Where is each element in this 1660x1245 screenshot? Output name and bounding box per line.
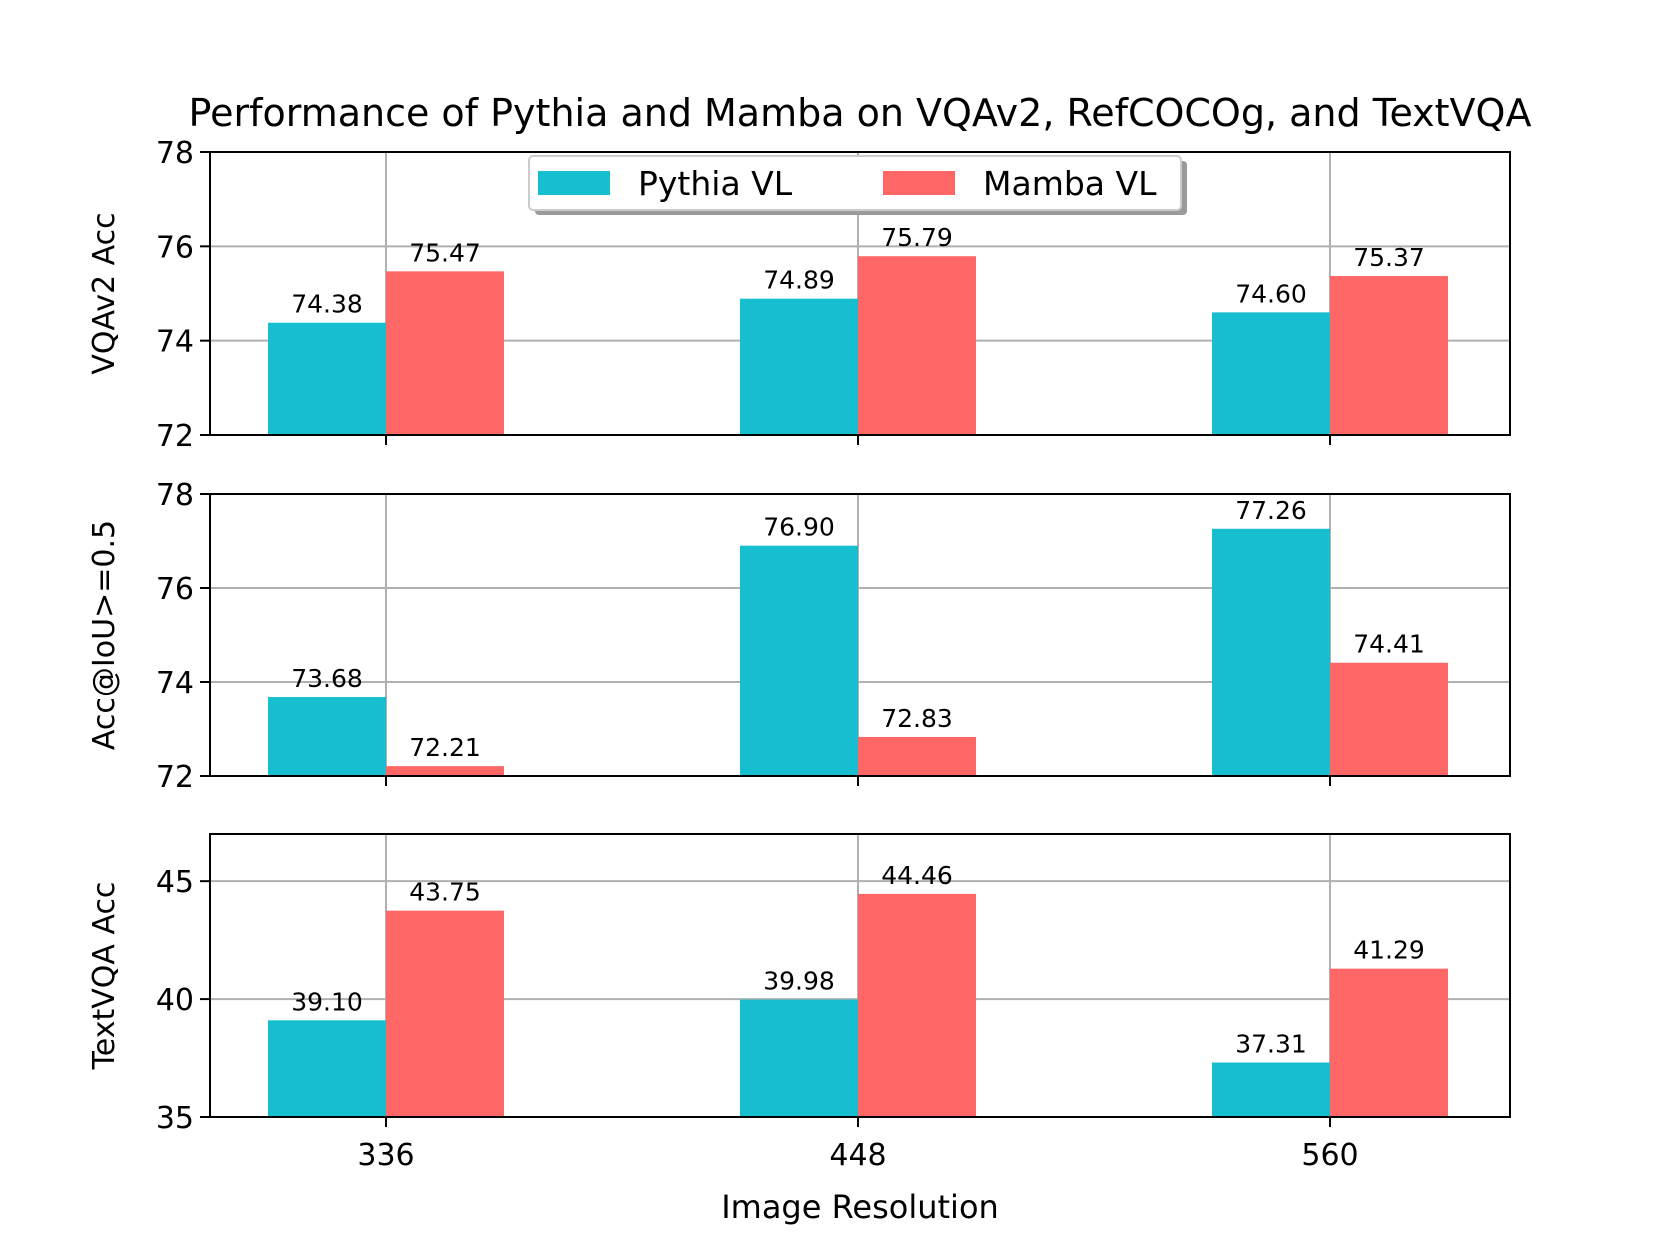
x-tick-label-448: 448: [829, 1138, 886, 1173]
data-label: 44.46: [881, 861, 953, 890]
data-label: 72.83: [881, 704, 953, 733]
data-label: 73.68: [291, 664, 363, 693]
bar-pythia-vl-560: [1212, 1062, 1330, 1117]
legend-item-pythia-vl[interactable]: Pythia VL: [538, 164, 793, 203]
data-label: 75.79: [881, 223, 953, 252]
axes-frame: [209, 151, 1511, 436]
legend-box: [528, 155, 1182, 211]
legend-label-mamba-vl: Mamba VL: [983, 164, 1157, 203]
y-axis-label: Acc@IoU>=0.5: [87, 520, 122, 750]
data-label: 74.89: [763, 266, 835, 295]
bar-mamba-vl-560: [1330, 968, 1448, 1117]
bar-mamba-vl-336: [386, 910, 504, 1117]
data-label: 75.47: [409, 238, 481, 267]
bar-mamba-vl-560: [1330, 276, 1448, 435]
bar-pythia-vl-336: [268, 322, 386, 435]
data-label: 74.38: [291, 290, 363, 319]
x-tick-label-560: 560: [1301, 1138, 1358, 1173]
subplot-2: 72 74 76 78 73.68 76.90 77.26 72.21 72.83 74.41 Ac…: [87, 478, 1511, 795]
y-tick-label-35: 35: [156, 1101, 194, 1136]
legend-swatch-pythia-vl: [538, 171, 610, 195]
bar-pythia-vl-560: [1212, 312, 1330, 435]
subplots: 72 74 76 78 74.38 74.89 74.60 75.47 75.79 75.37 VQ…: [87, 136, 1511, 1173]
legend-label-pythia-vl: Pythia VL: [638, 164, 793, 203]
chart-title: Performance of Pythia and Mamba on VQAv2…: [189, 91, 1532, 135]
y-tick-label-45: 45: [156, 865, 194, 900]
bar-mamba-vl-336: [386, 766, 504, 776]
y-tick-label-78: 78: [156, 478, 194, 513]
legend-swatch-mamba-vl: [883, 171, 955, 195]
data-label: 74.41: [1353, 630, 1425, 659]
bar-mamba-vl-448: [858, 736, 976, 776]
legend[interactable]: Pythia VL Mamba VL: [528, 155, 1187, 215]
bar-pythia-vl-448: [740, 999, 858, 1117]
bar-mamba-vl-448: [858, 893, 976, 1117]
y-tick-label-40: 40: [156, 983, 194, 1018]
bar-pythia-vl-560: [1212, 528, 1330, 776]
x-axis-label: Image Resolution: [721, 1188, 999, 1226]
data-label: 77.26: [1235, 496, 1307, 525]
y-tick-label-74: 74: [156, 325, 194, 360]
bar-pythia-vl-448: [740, 545, 858, 776]
data-label: 75.37: [1353, 243, 1425, 272]
bar-pythia-vl-336: [268, 697, 386, 776]
y-tick-label-78: 78: [156, 136, 194, 171]
x-tick-label-336: 336: [357, 1138, 414, 1173]
bar-pythia-vl-448: [740, 298, 858, 435]
data-label: 37.31: [1235, 1030, 1307, 1059]
axes-frame: [209, 493, 1511, 777]
y-tick-label-72: 72: [156, 419, 194, 454]
data-label: 76.90: [763, 513, 835, 542]
subplot-1: 72 74 76 78 74.38 74.89 74.60 75.47 75.79 75.37 VQ…: [87, 136, 1511, 454]
bar-mamba-vl-448: [858, 256, 976, 435]
axes-frame: [209, 833, 1511, 1118]
data-label: 72.21: [409, 733, 481, 762]
data-label: 74.60: [1235, 279, 1307, 308]
y-tick-label-76: 76: [156, 230, 194, 265]
subplot-3: 35 40 45 39.10 39.98 37.31 43.75 44.46 41.29 Text…: [87, 833, 1511, 1173]
data-label: 43.75: [409, 878, 481, 907]
y-axis-label: VQAv2 Acc: [87, 212, 122, 374]
y-tick-label-76: 76: [156, 572, 194, 607]
y-tick-label-72: 72: [156, 760, 194, 795]
bar-mamba-vl-560: [1330, 662, 1448, 776]
data-label: 39.98: [763, 967, 835, 996]
data-label: 39.10: [291, 987, 363, 1016]
y-axis-label: TextVQA Acc: [87, 882, 122, 1071]
bar-pythia-vl-336: [268, 1020, 386, 1117]
y-tick-label-74: 74: [156, 666, 194, 701]
data-label: 41.29: [1353, 936, 1425, 965]
bar-mamba-vl-336: [386, 271, 504, 435]
legend-item-mamba-vl[interactable]: Mamba VL: [883, 164, 1157, 203]
